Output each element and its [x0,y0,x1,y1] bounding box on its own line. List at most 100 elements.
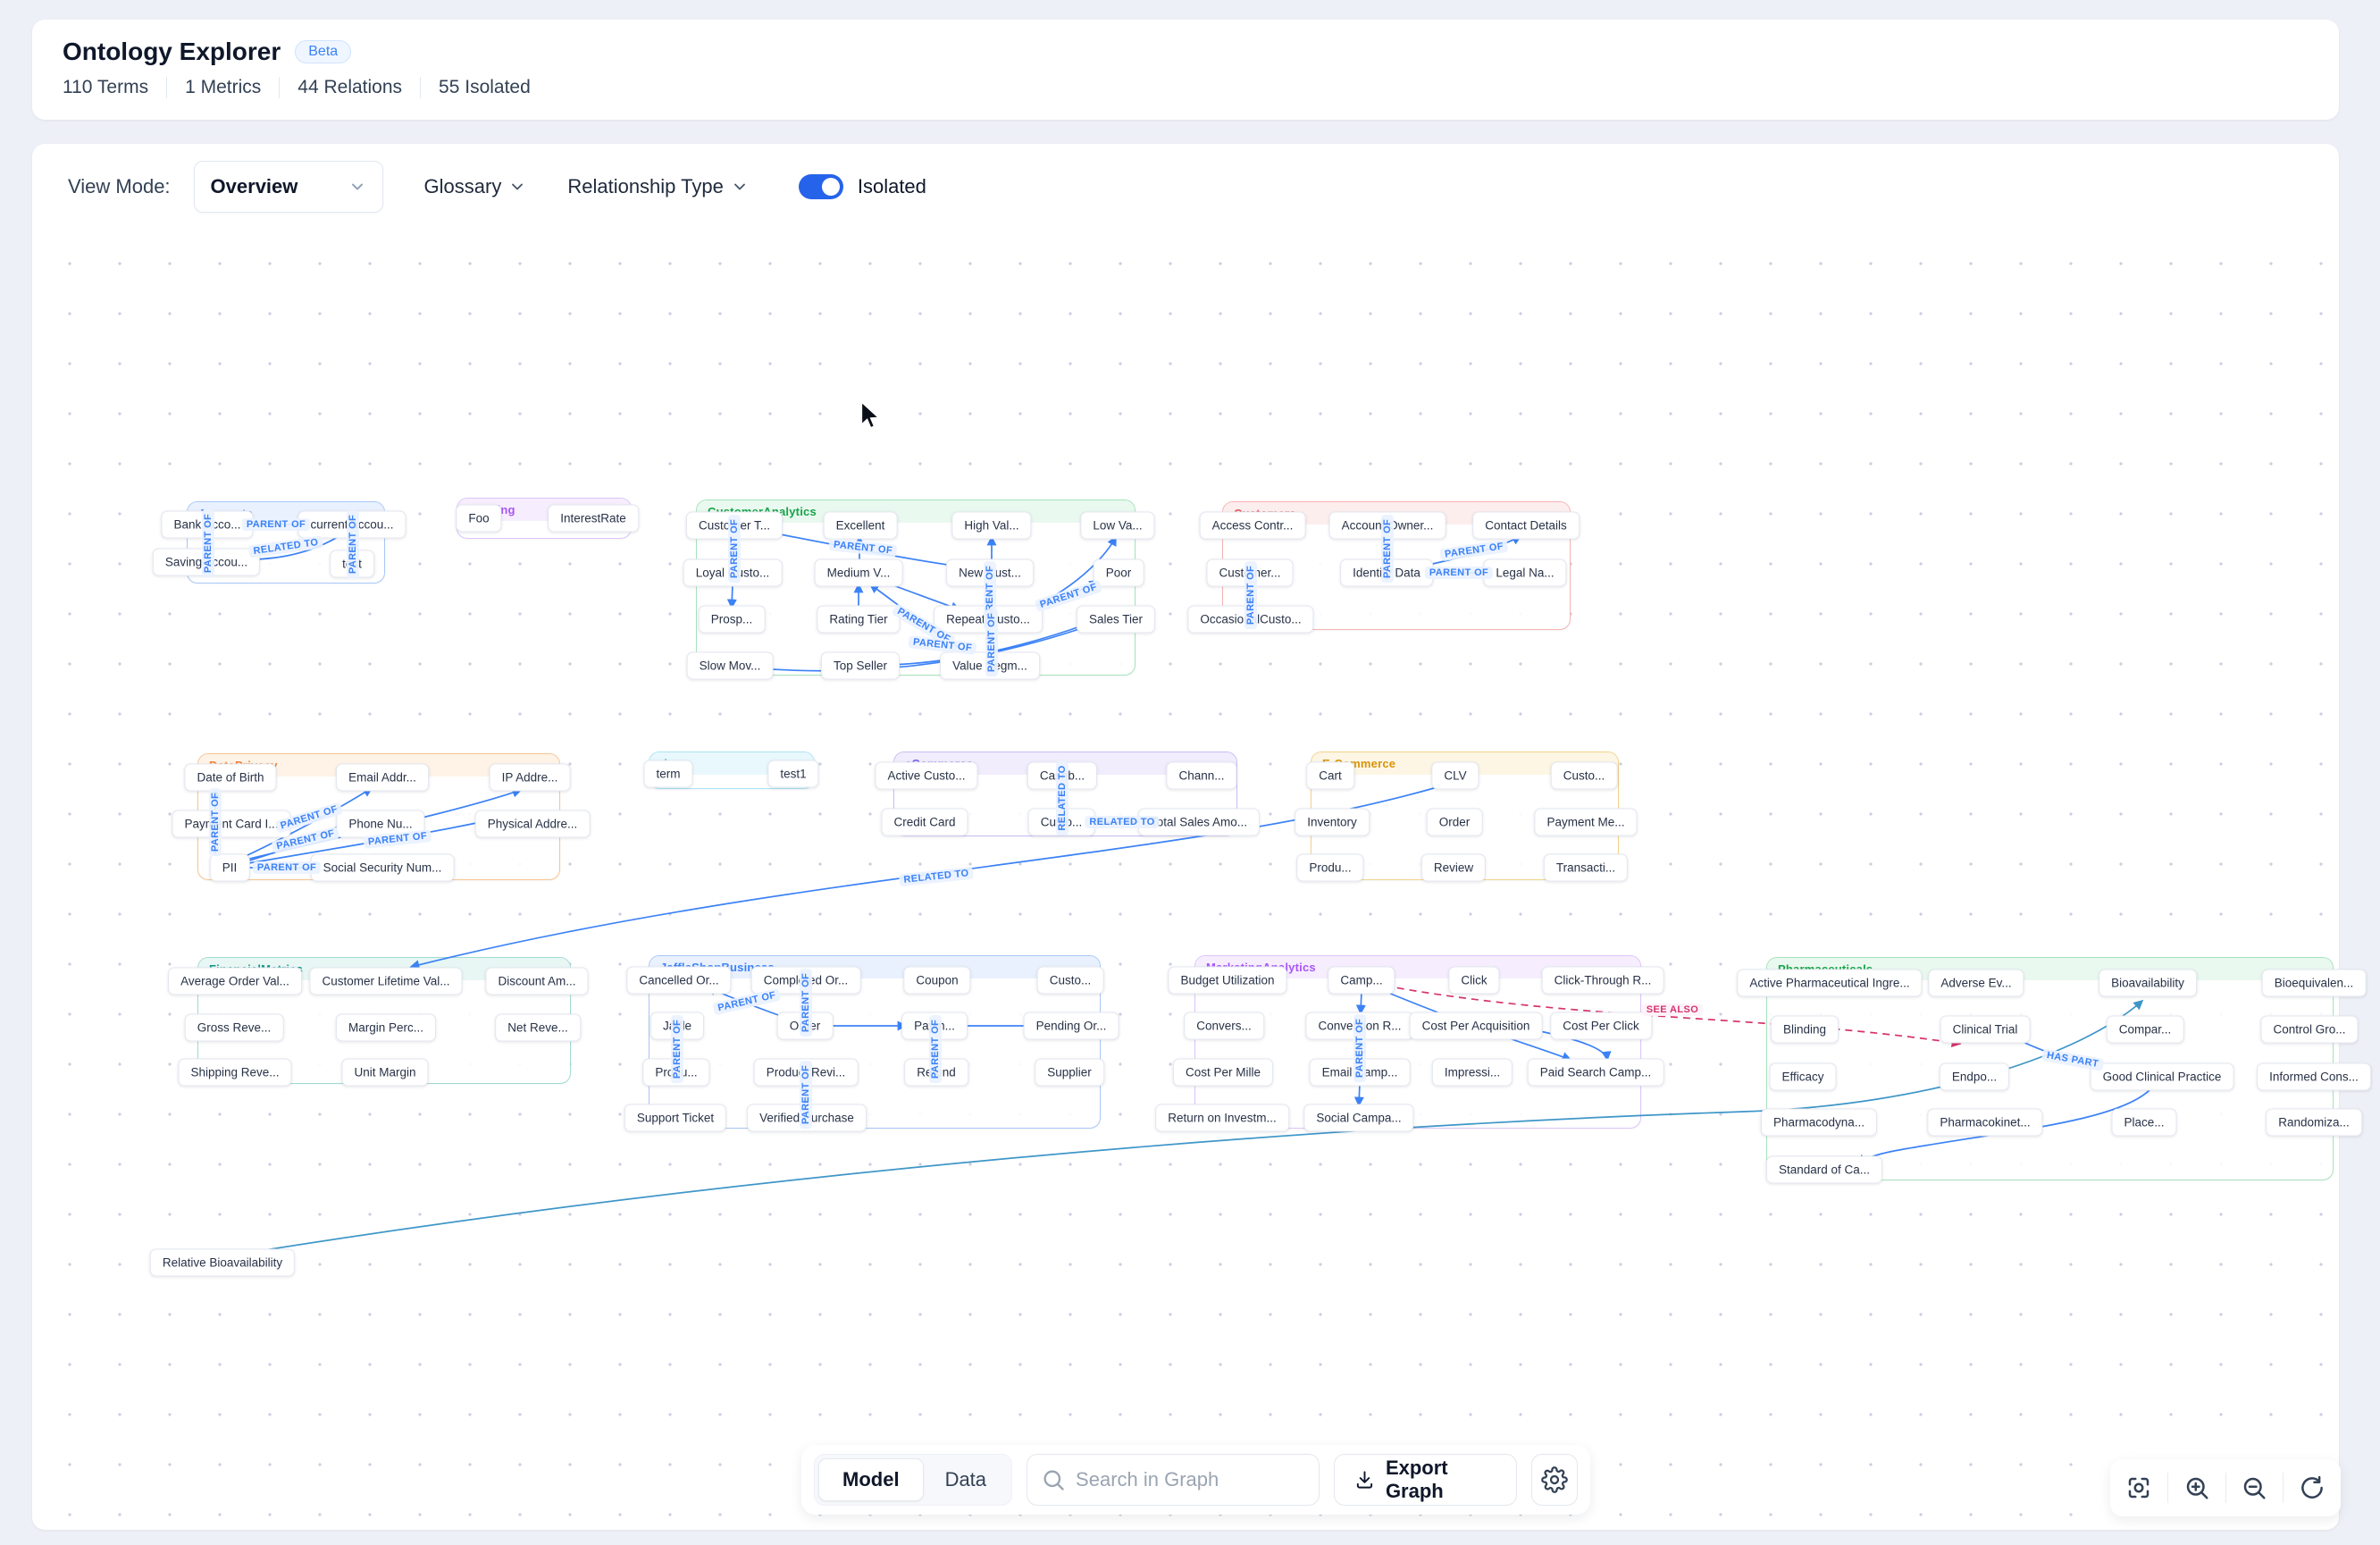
graph-node[interactable]: Supplier [1035,1058,1104,1087]
graph-node[interactable]: CLV [1431,761,1479,790]
export-graph-button[interactable]: Export Graph [1333,1454,1518,1506]
graph-node[interactable]: term [643,760,693,788]
graph-node[interactable]: Good Clinical Practice [2090,1062,2234,1091]
relationship-type-dropdown[interactable]: Relationship Type [567,175,749,198]
graph-node[interactable]: Click [1448,966,1500,995]
edge-label: PARENT OF [728,514,741,584]
graph-node[interactable]: Date of Birth [184,763,277,792]
graph-node[interactable]: Excellent [823,511,898,540]
graph-node[interactable]: Coupon [903,966,971,995]
edge-label: PARENT OF [209,787,222,857]
graph-node[interactable]: Chann... [1166,761,1237,790]
graph-node[interactable]: InterestRate [548,504,639,533]
graph-node[interactable]: Budget Utilization [1168,966,1287,995]
graph-node[interactable]: Pharmacodyna... [1760,1108,1878,1137]
graph-node[interactable]: Order [1426,808,1483,836]
zoom-out-button[interactable] [2226,1459,2284,1516]
graph-node[interactable]: Compar... [2106,1015,2184,1044]
graph-node[interactable]: Standard of Ca... [1765,1155,1883,1184]
graph-node[interactable]: Top Seller [820,651,901,680]
zoom-out-icon [2244,1477,2266,1499]
graph-node[interactable]: Cancelled Or... [626,966,732,995]
graph-node[interactable]: Inventory [1295,808,1370,836]
graph-node[interactable]: Active Custo... [875,761,978,790]
graph-node[interactable]: Active Pharmaceutical Ingre... [1737,969,1923,997]
graph-node[interactable]: Paid Search Camp... [1527,1058,1664,1087]
graph-node[interactable]: Produ... [1296,853,1364,882]
graph-node[interactable]: Click-Through R... [1541,966,1664,995]
graph-node[interactable]: Transacti... [1543,853,1629,882]
graph-node[interactable]: Clinical Trial [1940,1015,2031,1044]
graph-node[interactable]: Contact Details [1472,511,1580,540]
graph-node[interactable]: Bioavailability [2099,969,2197,997]
graph-node[interactable]: Cart [1306,761,1354,790]
graph-node[interactable]: Email Addr... [336,763,429,792]
graph-node[interactable]: Support Ticket [624,1104,727,1132]
graph-node[interactable]: Gross Reve... [184,1013,284,1042]
graph-node[interactable]: Poor [1093,558,1144,587]
graph-node[interactable]: Credit Card [881,808,968,836]
graph-node[interactable]: Control Gro... [2260,1015,2359,1044]
graph-node[interactable]: Legal Na... [1483,558,1567,587]
graph-node[interactable]: Custo... [1550,761,1618,790]
data-tab[interactable]: Data [944,1468,987,1490]
graph-node[interactable]: Margin Perc... [335,1013,437,1042]
graph-node[interactable]: Place... [2111,1108,2177,1137]
download-icon [1356,1471,1373,1489]
graph-node[interactable]: Physical Addre... [474,810,591,838]
graph-node[interactable]: Adverse Ev... [1928,969,2024,997]
graph-node[interactable]: High Val... [951,511,1032,540]
graph-node[interactable]: Impressi... [1431,1058,1513,1087]
model-tab[interactable]: Model [818,1458,924,1501]
graph-node[interactable]: Efficacy [1769,1062,1837,1091]
stat-divider [166,77,168,98]
graph-node[interactable]: Payment Me... [1534,808,1638,836]
graph-node[interactable]: Camp... [1328,966,1395,995]
graph-node[interactable]: Informed Cons... [2257,1062,2371,1091]
divider [2283,1473,2284,1503]
graph-node[interactable]: Pharmacokinet... [1927,1108,2043,1137]
graph-node[interactable]: Social Security Num... [310,853,455,882]
graph-node[interactable]: Shipping Reve... [178,1058,292,1087]
graph-node[interactable]: IP Addre... [489,763,571,792]
graph-node[interactable]: Net Reve... [495,1013,581,1042]
graph-node[interactable]: Blinding [1770,1015,1839,1044]
graph-node[interactable]: Cost Per Acquisition [1409,1012,1543,1040]
graph-node[interactable]: Relative Bioavailability [149,1248,296,1277]
graph-node[interactable]: Review [1420,853,1487,882]
graph-node[interactable]: Average Order Val... [168,967,302,995]
graph-node[interactable]: Endpo... [1939,1062,2010,1091]
graph-node[interactable]: Unit Margin [341,1058,429,1087]
graph-node[interactable]: PII [209,853,250,882]
graph-node[interactable]: Customer Lifetime Val... [309,967,463,995]
graph-node[interactable]: Rating Tier [817,605,901,634]
view-mode-select[interactable]: Overview [193,161,383,213]
graph-node[interactable]: Randomiza... [2266,1108,2362,1137]
graph-node[interactable]: Cost Per Mille [1172,1058,1274,1087]
graph-node[interactable]: Custo... [1036,966,1104,995]
refresh-button[interactable] [2284,1459,2341,1516]
graph-node[interactable]: Low Va... [1080,511,1155,540]
isolated-toggle[interactable] [798,174,843,199]
settings-button[interactable] [1531,1454,1578,1506]
graph-node[interactable]: Access Contr... [1199,511,1306,540]
graph-node[interactable]: Medium V... [814,558,903,587]
graph-node[interactable]: Cost Per Click [1550,1012,1652,1040]
graph-node[interactable]: Prosp... [698,605,766,634]
glossary-dropdown[interactable]: Glossary [424,175,527,198]
graph-node[interactable]: Return on Investm... [1155,1104,1289,1132]
graph-node[interactable]: Slow Mov... [686,651,774,680]
graph-node[interactable]: Payment Card I... [172,810,291,838]
graph-node[interactable]: Foo [456,504,502,533]
graph-node[interactable]: Convers... [1184,1012,1264,1040]
search-input[interactable] [1027,1454,1320,1506]
zoom-in-button[interactable] [2168,1459,2225,1516]
graph-node[interactable]: Sales Tier [1076,605,1156,634]
edge-label: PARENT OF [800,968,812,1037]
fit-view-button[interactable] [2110,1459,2167,1516]
graph-node[interactable]: test1 [767,760,819,788]
graph-node[interactable]: Social Campa... [1303,1104,1414,1132]
graph-node[interactable]: Discount Am... [485,967,589,995]
graph-node[interactable]: Pending Or... [1023,1012,1119,1040]
graph-node[interactable]: Bioequivalen... [2261,969,2367,997]
